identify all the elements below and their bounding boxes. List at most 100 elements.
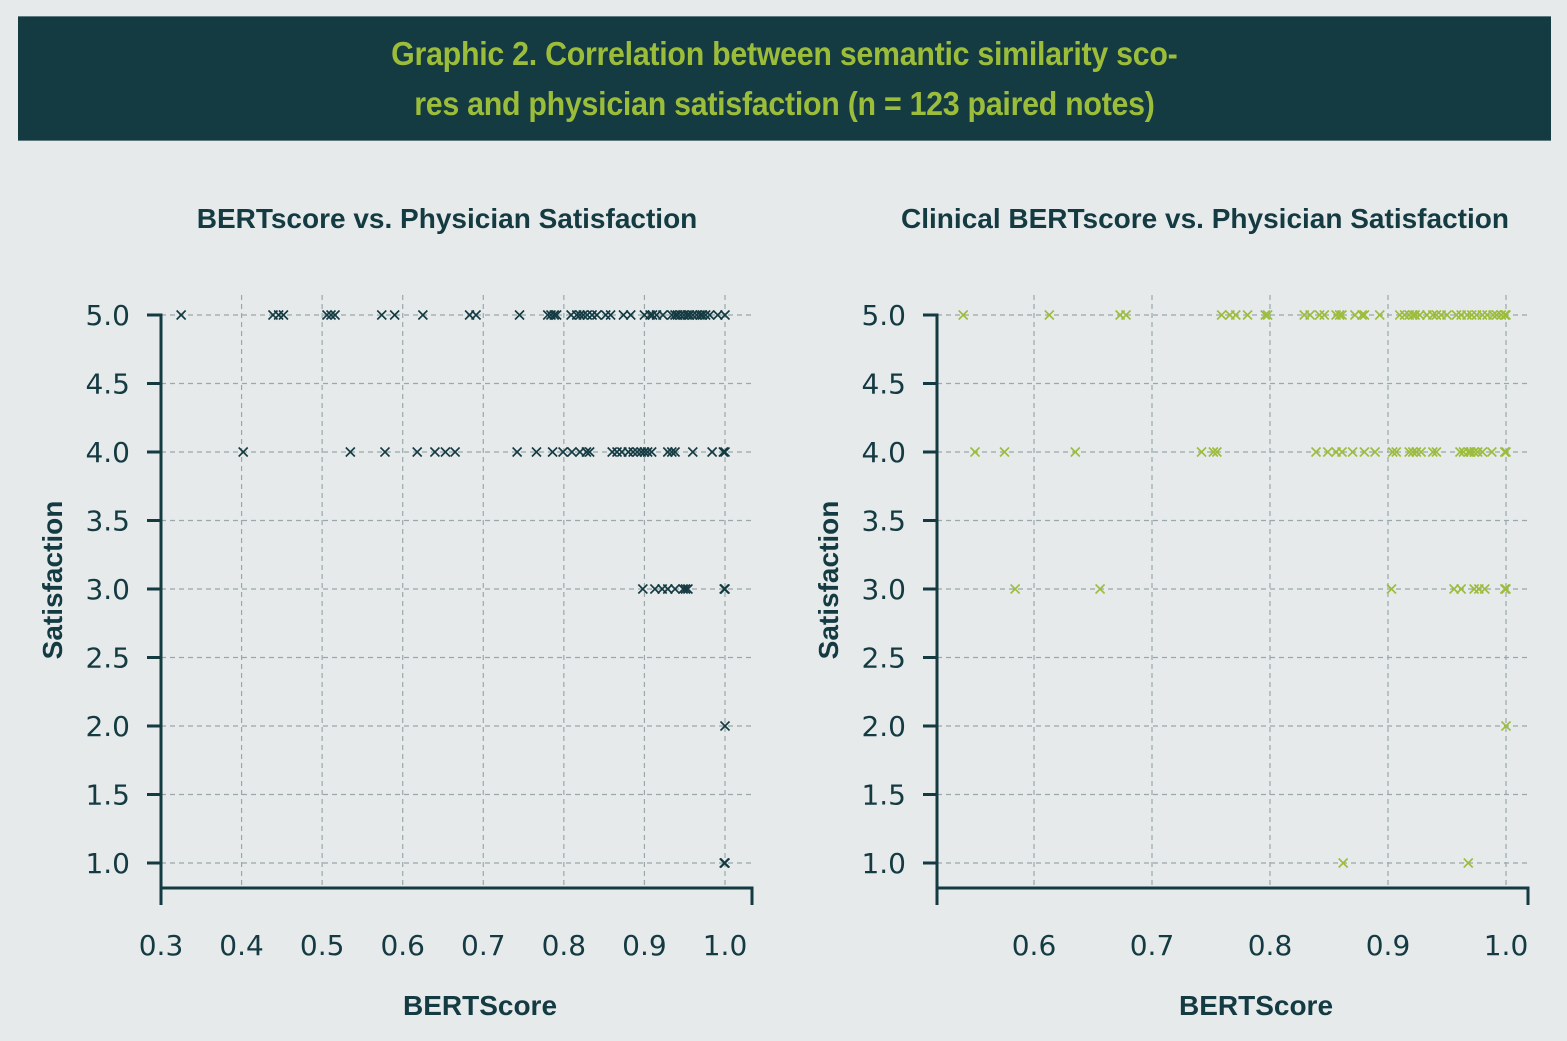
y-tick-label: 3.5	[861, 505, 906, 538]
x-axis-label: BERTScore	[403, 990, 557, 1021]
y-tick-label: 4.0	[861, 436, 906, 469]
data-point-x-marker	[1314, 309, 1325, 321]
data-point-x-marker	[719, 583, 731, 595]
x-tick-labels: 0.6 0.7 0.8 0.9 1.0	[1012, 929, 1529, 962]
data-point-x-marker	[389, 309, 400, 321]
data-point-x-marker	[669, 446, 681, 458]
data-point-x-marker	[440, 446, 451, 458]
data-point-x-marker	[376, 309, 387, 321]
data-point-x-marker	[1431, 309, 1442, 321]
data-point-x-marker	[1260, 309, 1271, 321]
data-point-x-marker	[584, 446, 595, 458]
data-point-x-marker	[1196, 446, 1207, 458]
data-point-x-marker	[684, 309, 695, 321]
x-axis-line	[935, 886, 1530, 905]
figure-title-line-1: Graphic 2. Correlation between semantic …	[391, 34, 1178, 72]
data-point-x-marker	[687, 309, 698, 321]
data-point-x-marker	[551, 309, 562, 321]
data-point-x-marker	[578, 309, 589, 321]
data-point-x-marker	[321, 309, 333, 321]
data-point-x-marker	[1334, 309, 1345, 321]
chart-bertscore: BERTscore vs. Physician Satisfaction 1.0…	[37, 203, 754, 1021]
data-point-x-marker	[719, 309, 731, 321]
data-point-x-marker	[707, 446, 718, 458]
data-point-x-marker	[1472, 446, 1483, 458]
x-tick-label: 0.6	[380, 929, 425, 962]
data-point-x-marker	[1010, 583, 1021, 595]
y-axis-label: Satisfaction	[37, 501, 68, 660]
data-point-x-marker	[1338, 857, 1349, 869]
data-point-x-marker	[574, 309, 586, 321]
data-point-x-marker	[1230, 309, 1241, 321]
data-point-x-marker	[1491, 309, 1502, 321]
y-tick-label: 5.0	[861, 299, 906, 332]
chart-title: BERTscore vs. Physician Satisfaction	[197, 203, 698, 234]
data-point-x-marker	[666, 446, 677, 458]
data-point-x-marker	[1336, 309, 1348, 321]
data-point-x-marker	[531, 446, 542, 458]
y-tick-label: 2.0	[85, 710, 130, 743]
data-point-x-marker	[607, 446, 618, 458]
x-tick-label: 1.0	[1484, 929, 1529, 962]
data-point-x-marker	[662, 446, 673, 458]
data-point-x-marker	[1399, 309, 1410, 321]
x-tick-label: 0.7	[461, 929, 506, 962]
data-point-x-marker	[417, 309, 428, 321]
y-tick-label: 1.5	[85, 779, 130, 812]
title-banner: Graphic 2. Correlation between semantic …	[18, 16, 1551, 141]
data-point-x-marker	[718, 446, 729, 458]
data-point-x-marker	[547, 446, 558, 458]
data-point-x-marker	[470, 309, 482, 321]
x-tick-label: 1.0	[703, 929, 748, 962]
data-point-x-marker	[1500, 446, 1512, 458]
y-tick-labels: 1.0 1.5 2.0 2.5 3.0 3.5 4.0 4.5 5.0	[85, 299, 130, 880]
figure-title-line-2: res and physician satisfaction (n = 123 …	[414, 84, 1155, 122]
y-tick-label: 2.5	[861, 642, 906, 675]
data-point-x-marker	[1387, 446, 1398, 458]
y-tick-label: 4.5	[85, 368, 130, 401]
x-tick-label: 0.8	[1248, 929, 1293, 962]
data-point-x-marker	[639, 446, 650, 458]
data-point-x-marker	[1456, 583, 1467, 595]
data-point-x-marker	[1374, 309, 1385, 321]
data-point-x-marker	[1499, 309, 1510, 321]
data-point-x-marker	[1477, 446, 1488, 458]
data-point-x-marker	[600, 309, 611, 321]
data-point-x-marker	[1499, 446, 1510, 458]
data-point-x-marker	[1095, 583, 1106, 595]
data-point-x-marker	[1431, 446, 1442, 458]
data-point-x-marker	[514, 309, 525, 321]
data-point-x-marker	[646, 446, 657, 458]
y-tick-label: 2.0	[861, 710, 906, 743]
data-point-x-marker	[687, 446, 698, 458]
data-point-x-marker	[1310, 446, 1322, 458]
data-point-x-marker	[611, 446, 623, 458]
data-point-x-marker	[1415, 446, 1427, 458]
data-point-x-marker	[581, 446, 592, 458]
data-point-x-marker	[1322, 446, 1333, 458]
data-point-x-marker	[662, 583, 673, 595]
data-point-x-marker	[1479, 583, 1490, 595]
data-point-x-marker	[618, 309, 629, 321]
x-tick-label: 0.6	[1012, 929, 1057, 962]
axes	[147, 313, 754, 905]
data-point-x-marker	[278, 309, 289, 321]
y-tick-label: 3.0	[861, 573, 906, 606]
data-point-x-marker	[649, 583, 660, 595]
data-point-x-marker	[1359, 446, 1370, 458]
data-point-x-marker	[1070, 446, 1081, 458]
data-point-x-marker	[1463, 857, 1474, 869]
data-point-x-marker	[549, 309, 560, 321]
data-point-x-marker	[238, 446, 249, 458]
data-point-x-marker	[1461, 309, 1473, 321]
data-point-x-marker	[1454, 446, 1466, 458]
data-point-x-marker	[566, 446, 577, 458]
data-point-x-marker	[1305, 309, 1316, 321]
data-point-x-marker	[712, 309, 723, 321]
x-tick-label: 0.7	[1130, 929, 1175, 962]
data-point-x-marker	[719, 720, 731, 732]
data-point-x-marker	[512, 446, 523, 458]
x-tick-labels: 0.3 0.4 0.5 0.6 0.7 0.8 0.9 1.0	[139, 929, 748, 962]
x-tick-label: 0.9	[622, 929, 667, 962]
axes	[923, 313, 1530, 905]
